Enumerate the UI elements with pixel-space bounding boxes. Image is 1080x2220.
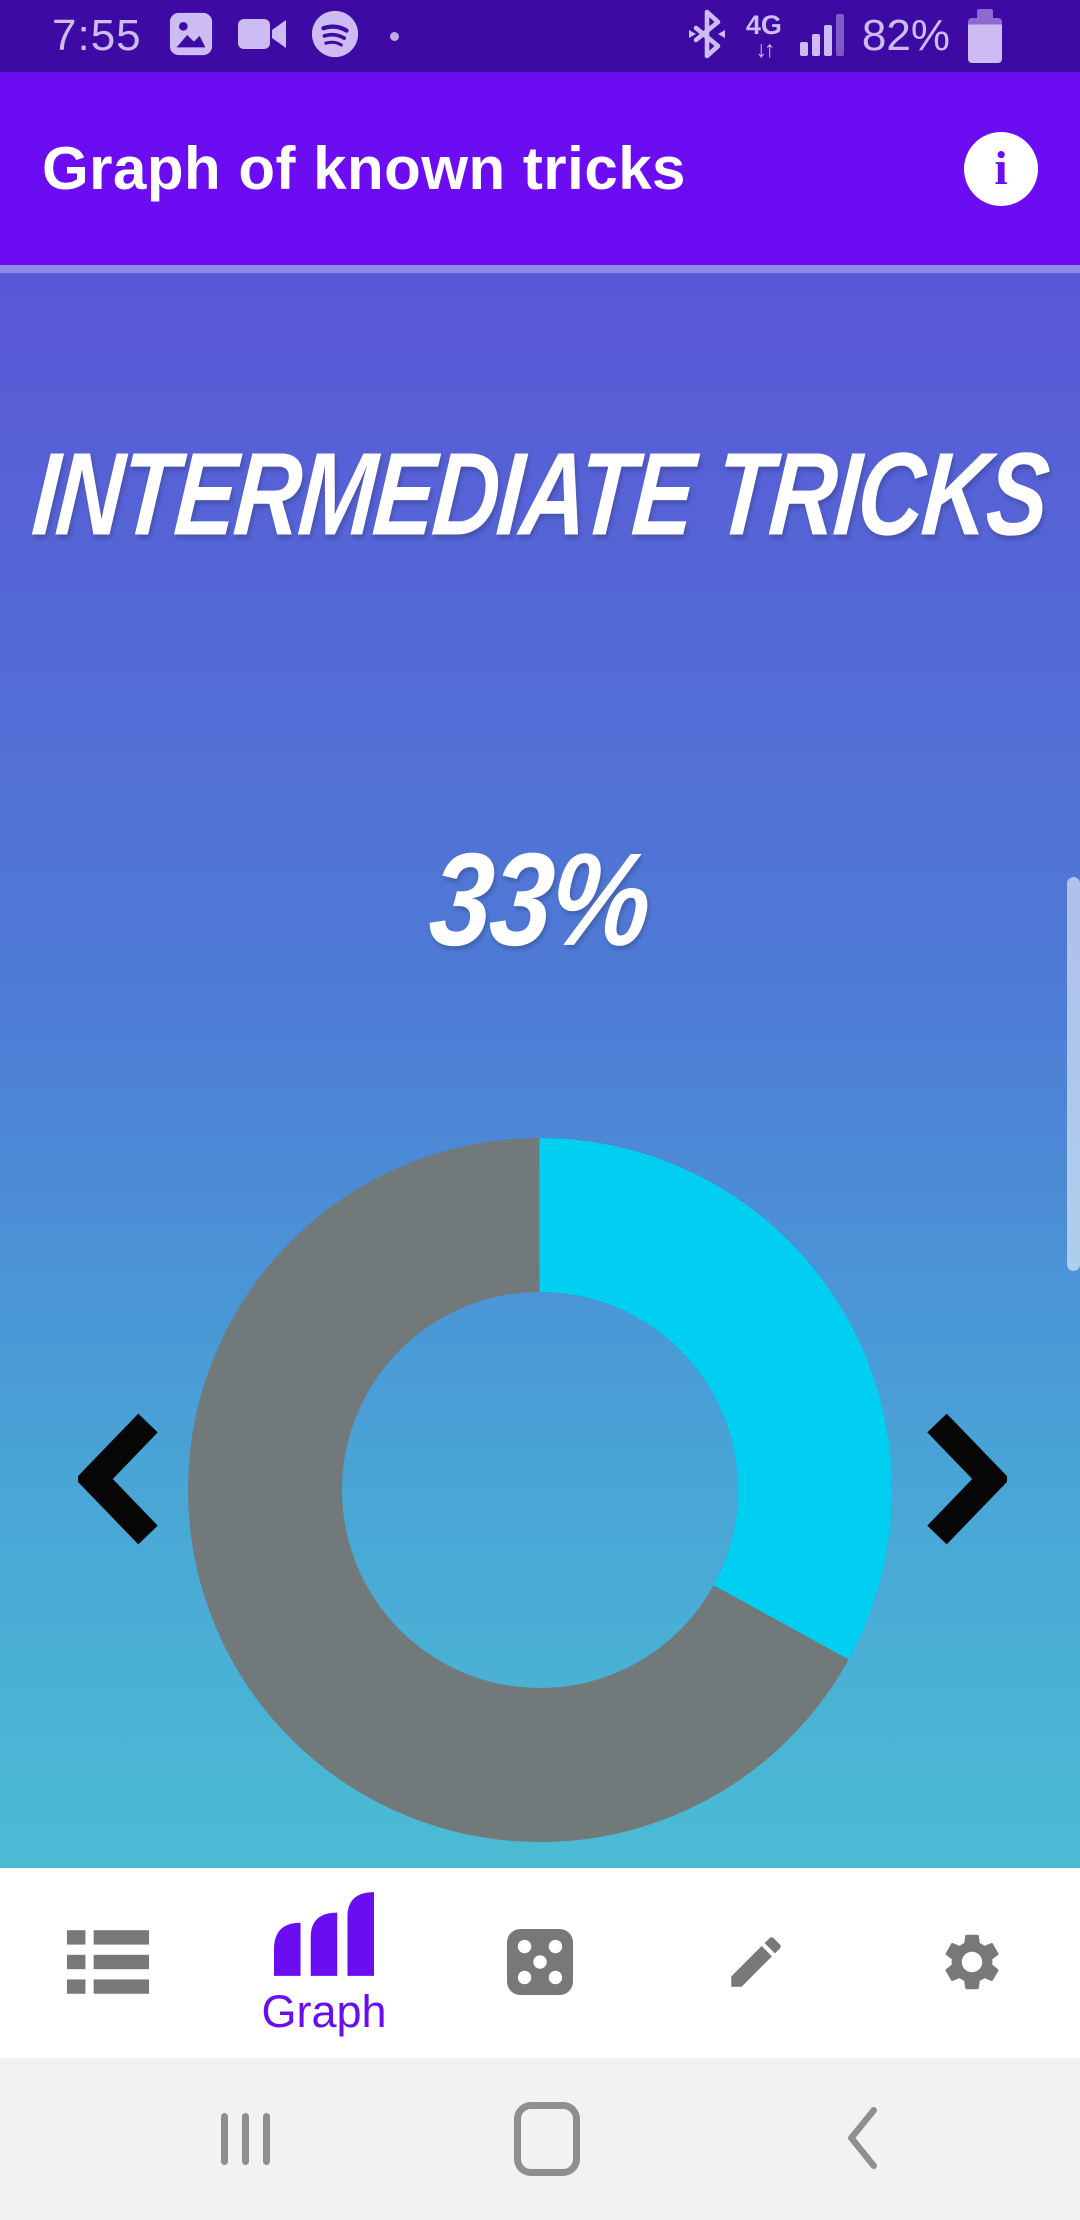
home-icon xyxy=(514,2102,580,2176)
donut-value-slice xyxy=(188,1138,892,1842)
network-arrows-icon: ↓↑ xyxy=(755,35,775,62)
gear-icon xyxy=(938,1928,1006,1999)
notification-dot xyxy=(389,31,399,41)
dice-icon xyxy=(507,1928,573,1998)
clock: 7:55 xyxy=(52,11,142,60)
bluetooth-icon xyxy=(686,9,728,64)
info-icon: i xyxy=(994,142,1008,195)
android-navigation-bar xyxy=(0,2058,1080,2220)
scrollbar-thumb[interactable] xyxy=(1067,877,1080,1271)
nav-item-graph-label: Graph xyxy=(261,1986,387,2037)
nav-item-graph[interactable]: Graph xyxy=(216,1868,432,2058)
notification-icons xyxy=(168,9,399,64)
recents-icon xyxy=(220,2113,228,2165)
nav-item-settings[interactable] xyxy=(864,1868,1080,2058)
percent-known-label: 33% xyxy=(424,825,656,974)
chevron-right-icon xyxy=(923,1413,1010,1548)
graph-page: INTERMEDIATE TRICKS 33% xyxy=(0,265,1080,1868)
battery-icon xyxy=(968,9,1002,63)
previous-graph-button[interactable] xyxy=(75,1413,162,1548)
donut-chart xyxy=(188,1138,892,1842)
nav-item-edit[interactable] xyxy=(648,1868,864,2058)
pencil-icon xyxy=(723,1929,789,1998)
nav-item-list[interactable] xyxy=(0,1868,216,2058)
list-icon xyxy=(67,1929,149,1997)
status-bar: 7:55 4G ↓↑ 82% xyxy=(0,0,1080,72)
info-button[interactable]: i xyxy=(964,131,1038,206)
video-icon xyxy=(236,14,288,59)
network-4g-icon: 4G ↓↑ xyxy=(745,9,782,62)
back-button[interactable] xyxy=(802,2058,922,2220)
chevron-left-icon xyxy=(75,1413,162,1548)
bar-chart-icon xyxy=(274,1892,374,1979)
battery-percent: 82% xyxy=(861,11,950,60)
app-bar: Graph of known tricks i xyxy=(0,72,1080,265)
spotify-icon xyxy=(310,9,360,64)
home-button[interactable] xyxy=(487,2058,607,2220)
recents-button[interactable] xyxy=(185,2058,305,2220)
next-graph-button[interactable] xyxy=(923,1413,1010,1548)
nav-item-dice[interactable] xyxy=(432,1868,648,2058)
system-icons: 4G ↓↑ 82% xyxy=(686,9,1002,64)
page-title: Graph of known tricks xyxy=(42,135,686,202)
image-icon xyxy=(168,11,214,62)
trick-category-heading: INTERMEDIATE TRICKS xyxy=(28,429,1052,561)
bottom-navigation: Graph xyxy=(0,1868,1080,2058)
back-chevron-icon xyxy=(846,2106,878,2172)
signal-icon xyxy=(799,12,844,61)
